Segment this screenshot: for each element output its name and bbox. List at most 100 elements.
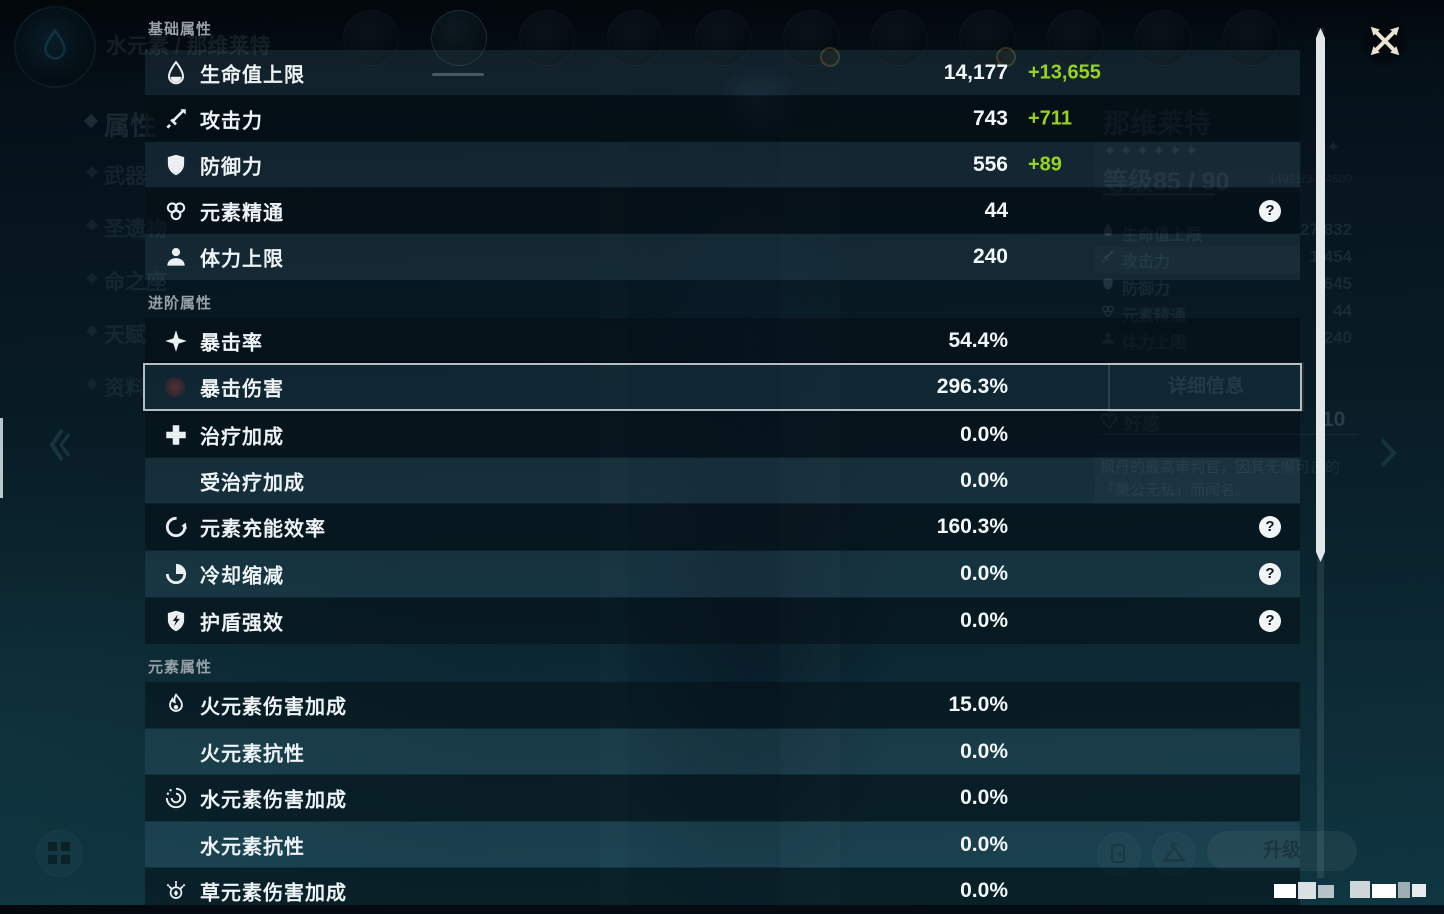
section-title-advanced: 进阶属性 [148,295,213,312]
exp-counter: 14921/3424600 [1268,172,1352,186]
stat-row-hydro-dmg-bonus[interactable]: 水元素伤害加成 0.0% [145,775,1300,821]
attack-icon [166,108,186,129]
stat-bonus: +13,655 [1028,61,1101,83]
stat-value: 44 [984,198,1008,222]
help-icon[interactable]: ? [1259,516,1281,538]
panel-stat-value: 27,832 [1300,220,1352,239]
stat-label: 暴击率 [200,332,263,354]
level-up-button[interactable]: 升级 [1207,831,1357,871]
stat-row-max-stamina[interactable]: 体力上限 240 [145,234,1300,280]
stat-value: 0.0% [960,739,1008,763]
friendship-level: 10 [1322,408,1346,431]
dendro-icon [166,881,186,899]
element-character-label: 水元素 / 那维莱特 [106,35,271,58]
help-icon[interactable]: ? [1259,563,1281,585]
hydro-element-emblem [14,6,96,88]
stat-value: 54.4% [948,328,1008,352]
character-avatar[interactable] [871,10,927,66]
stat-row-crit-dmg-selected[interactable]: 暴击伤害 296.3% [143,363,1302,411]
character-avatar[interactable] [783,10,840,67]
stat-value: 0.0% [960,562,1008,585]
stat-row-cd-reduction[interactable]: 冷却缩减 0.0% ? [145,551,1300,597]
hydro-icon [165,787,187,809]
panel-stat-value: 44 [1333,301,1352,320]
next-page-arrow[interactable] [1374,436,1400,470]
sidebar-item-weapon[interactable]: 武器 [104,165,146,188]
panel-stat-value: 645 [1323,274,1352,293]
character-avatar[interactable] [695,10,751,66]
stat-label: 暴击伤害 [200,378,284,401]
stat-label: 体力上限 [200,248,284,271]
scrollbar-thumb[interactable] [1316,28,1325,562]
level-band [1095,142,1302,192]
stat-row-crit-rate[interactable]: 暴击率 54.4% [145,318,1300,363]
stat-value: 743 [972,106,1008,130]
pixelated-watermark [1372,884,1396,898]
pixelated-watermark [1398,882,1410,898]
stat-value: 15.0% [948,693,1008,716]
avatar-badge [820,47,840,67]
stat-value: 0.0% [960,422,1008,446]
stat-label: 治疗加成 [200,426,284,448]
cooldown-icon [165,563,187,585]
character-avatar[interactable] [959,10,1016,67]
stat-row-incoming-healing-bonus[interactable]: 受治疗加成 0.0% [145,458,1300,503]
stat-value: 160.3% [936,515,1008,538]
stat-label: 火元素抗性 [200,743,305,765]
stat-row-dendro-dmg-bonus[interactable]: 草元素伤害加成 0.0% [145,868,1300,914]
character-description-line2: 「秉公无私」而闻名。 [1100,482,1251,499]
elemental-mastery-icon [166,201,186,220]
stat-row-def[interactable]: 防御力 556 +89 [145,142,1300,187]
stat-label: 冷却缩减 [200,565,284,588]
character-avatar[interactable] [343,10,399,66]
character-description-line1: 枫丹的最高审判官，因其无懈可击的 [1100,459,1341,476]
pixelated-watermark [1412,884,1426,897]
panel-stat-value: 240 [1323,328,1352,347]
panel-stat-label: 攻击力 [1122,254,1171,271]
stat-bonus: +89 [1028,153,1062,175]
stat-row-energy-recharge[interactable]: 元素充能效率 160.3% ? [145,504,1300,550]
previous-page-arrow[interactable] [46,426,72,464]
stat-row-elemental-mastery[interactable]: 元素精通 44 ? [145,188,1300,233]
pixelated-watermark [1274,884,1296,898]
character-avatar[interactable] [1223,10,1279,66]
party-menu-button[interactable] [36,830,83,877]
stat-row-pyro-res[interactable]: 火元素抗性 0.0% [145,729,1300,774]
character-artwork [540,20,960,905]
character-avatar[interactable] [1047,10,1103,66]
stat-row-hydro-res[interactable]: 水元素抗性 0.0% [145,822,1300,867]
stat-row-atk[interactable]: 攻击力 743 +711 [145,96,1300,141]
stat-value: 0.0% [960,786,1008,809]
elemental-mastery-icon [1102,305,1114,317]
stat-value: 240 [972,245,1008,268]
section-title-elemental: 元素属性 [148,659,213,676]
defense-icon [167,154,185,175]
character-avatar-selected[interactable] [431,10,487,66]
stat-row-pyro-dmg-bonus[interactable]: 火元素伤害加成 15.0% [145,682,1300,728]
help-icon[interactable]: ? [1259,199,1281,222]
sidebar-item-talents[interactable]: 天赋 [104,324,146,347]
stat-label: 火元素伤害加成 [200,696,347,719]
sidebar-item-constellation[interactable]: 命之座 [104,271,167,294]
character-avatar[interactable] [607,10,663,66]
details-info-label: 详细信息 [1167,376,1244,397]
help-icon[interactable]: ? [1259,610,1281,632]
crit-rate-icon [165,329,187,352]
sidebar-item-profile[interactable]: 资料 [104,377,146,400]
stat-row-shield-strength[interactable]: 护盾强效 0.0% ? [145,598,1300,644]
selected-avatar-underline [432,73,484,76]
stat-label: 元素精通 [200,202,284,224]
stat-bonus: +711 [1028,107,1072,129]
healing-icon [166,424,186,445]
character-avatar[interactable] [519,10,575,66]
stat-row-healing-bonus[interactable]: 治疗加成 0.0% [145,412,1300,457]
stat-value: 0.0% [960,832,1008,856]
stat-value: 0.0% [960,609,1008,632]
stat-row-max-hp[interactable]: 生命值上限 14,177 +13,655 [145,50,1300,95]
pixelated-watermark [1318,885,1334,898]
element-sparkle-icon: ✦ [1326,138,1341,157]
character-avatar[interactable] [1135,10,1191,66]
stat-label: 护盾强效 [200,612,284,635]
stat-label: 元素充能效率 [200,518,326,541]
close-button[interactable] [1360,16,1410,66]
